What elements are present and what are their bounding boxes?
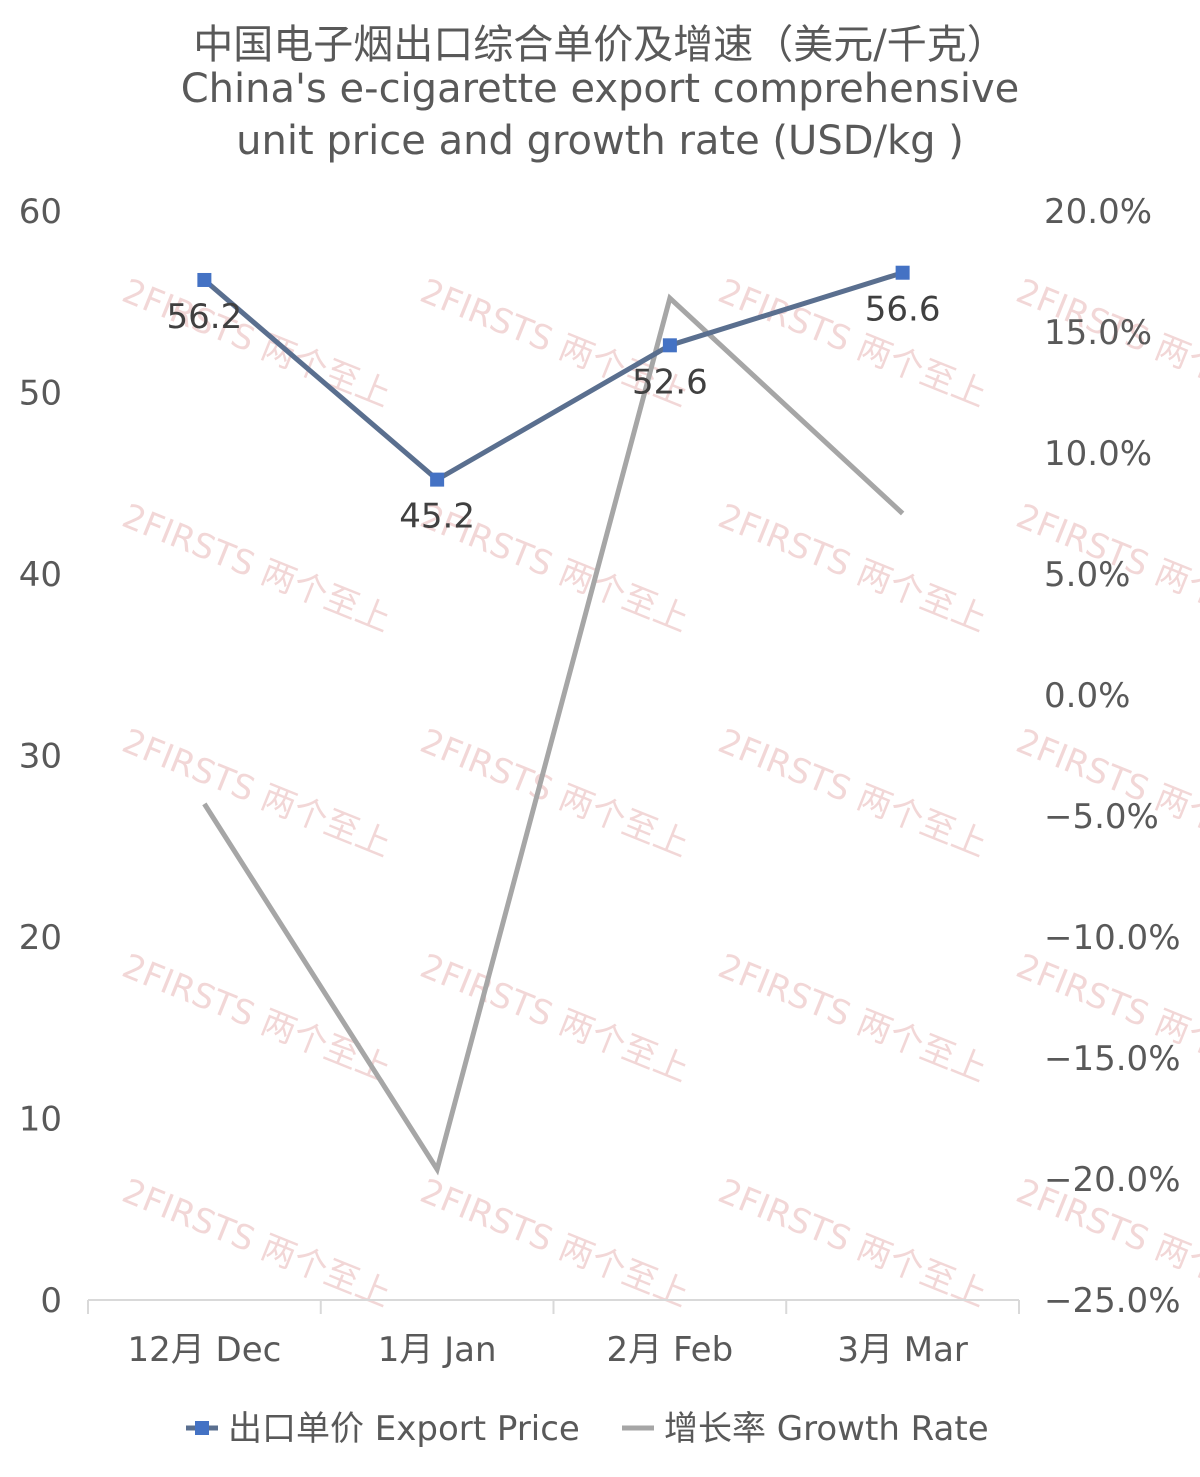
left-axis-tick-label: 60 — [19, 192, 62, 232]
watermark-1-0: 2FIRSTS 两个至上 — [117, 496, 397, 640]
left-axis-tick-label: 10 — [19, 1100, 62, 1140]
right-axis-tick-label: −15.0% — [1044, 1039, 1181, 1079]
right-axis-tick-label: −10.0% — [1044, 918, 1181, 958]
right-axis-tick-label: −5.0% — [1044, 797, 1159, 837]
left-axis-tick-label: 20 — [19, 918, 62, 958]
watermark-1-2: 2FIRSTS 两个至上 — [713, 496, 993, 640]
right-axis-tick-label: 0.0% — [1044, 676, 1130, 716]
export-price-data-label: 45.2 — [399, 497, 475, 537]
export-price-marker — [895, 265, 910, 280]
export-price-marker — [662, 338, 677, 353]
x-axis-category-label: 1月 Jan — [378, 1330, 497, 1370]
left-axis-tick-label: 30 — [19, 737, 62, 777]
export-price-data-label: 56.2 — [167, 297, 243, 337]
legend-growth-rate-label: 增长率 Growth Rate — [664, 1409, 989, 1449]
watermark-3-0: 2FIRSTS 两个至上 — [117, 946, 397, 1090]
legend-export-price-label: 出口单价 Export Price — [228, 1409, 580, 1449]
right-axis-tick-label: 15.0% — [1044, 313, 1152, 353]
chart-title-en-line2: unit price and growth rate (USD/kg ) — [236, 118, 964, 164]
watermark-2-0: 2FIRSTS 两个至上 — [117, 721, 397, 865]
right-axis-tick-label: 10.0% — [1044, 434, 1152, 474]
export-price-data-label: 56.6 — [865, 290, 941, 330]
legend-export-price-marker-swatch — [195, 1421, 209, 1435]
watermark-4-2: 2FIRSTS 两个至上 — [713, 1171, 993, 1315]
watermark-2-3: 2FIRSTS 两个至上 — [1011, 721, 1200, 865]
watermark-3-2: 2FIRSTS 两个至上 — [713, 946, 993, 1090]
export-price-data-label: 52.6 — [632, 362, 708, 402]
watermark-4-1: 2FIRSTS 两个至上 — [415, 1171, 695, 1315]
right-axis-tick-label: 20.0% — [1044, 192, 1152, 232]
watermark-4-0: 2FIRSTS 两个至上 — [117, 1171, 397, 1315]
right-axis-tick-label: −20.0% — [1044, 1160, 1181, 1200]
x-axis-category-label: 2月 Feb — [607, 1330, 734, 1370]
right-axis-tick-label: −25.0% — [1044, 1281, 1181, 1321]
x-axis-category-label: 3月 Mar — [837, 1330, 968, 1370]
export-price-marker — [197, 272, 212, 287]
chart-title-cn: 中国电子烟出口综合单价及增速（美元/千克） — [193, 22, 1007, 68]
right-axis-tick-label: 5.0% — [1044, 555, 1130, 595]
left-axis-tick-label: 40 — [19, 555, 62, 595]
chart-title-en-line1: China's e-cigarette export comprehensive — [180, 66, 1020, 112]
left-axis-tick-label: 50 — [19, 374, 62, 414]
left-axis-tick-label: 0 — [40, 1281, 62, 1321]
x-axis-category-label: 12月 Dec — [127, 1330, 281, 1370]
watermark-0-2: 2FIRSTS 两个至上 — [713, 271, 993, 415]
watermark-0-0: 2FIRSTS 两个至上 — [117, 271, 397, 415]
export-price-marker — [430, 472, 445, 487]
export-price-line — [202, 270, 904, 483]
watermark-2-1: 2FIRSTS 两个至上 — [415, 721, 695, 865]
watermark-2-2: 2FIRSTS 两个至上 — [713, 721, 993, 865]
watermark-3-1: 2FIRSTS 两个至上 — [415, 946, 695, 1090]
growth-rate-line — [202, 293, 905, 1176]
